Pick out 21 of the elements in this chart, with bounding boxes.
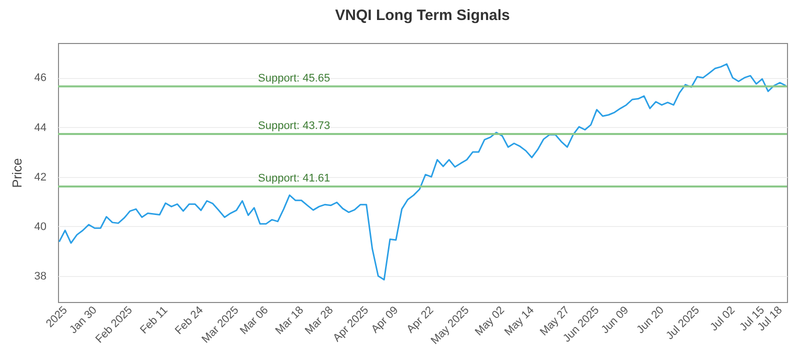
x-tick-label: Jan 30 [68,304,100,336]
ref-line-label: Support: 45.65 [258,72,330,84]
ref-line-label: Support: 41.61 [258,172,330,185]
ref-line-label: Support: 43.73 [258,120,330,132]
y-tick-label: 44 [34,122,46,134]
x-tick-label: Jun 09 [599,304,632,336]
x-tick-label: Jul 02 [708,304,738,334]
x-tick-label: Mar 06 [238,304,271,337]
x-tick-label: Jun 20 [634,304,666,336]
y-tick-label: 46 [34,72,46,84]
y-tick-label: 38 [34,270,46,282]
x-tick-label: May 14 [502,304,537,338]
x-tick-label: Feb 24 [173,304,206,337]
x-tick-label: Apr 22 [404,304,436,336]
x-tick-label: Feb 11 [138,304,170,336]
y-tick-label: 42 [34,171,46,184]
x-tick-label: Apr 09 [369,304,401,336]
y-axis-title: Price [9,158,24,188]
y-tick-label: 40 [34,220,46,233]
chart-title: VNQI Long Term Signals [335,7,510,24]
line-series [58,63,787,280]
